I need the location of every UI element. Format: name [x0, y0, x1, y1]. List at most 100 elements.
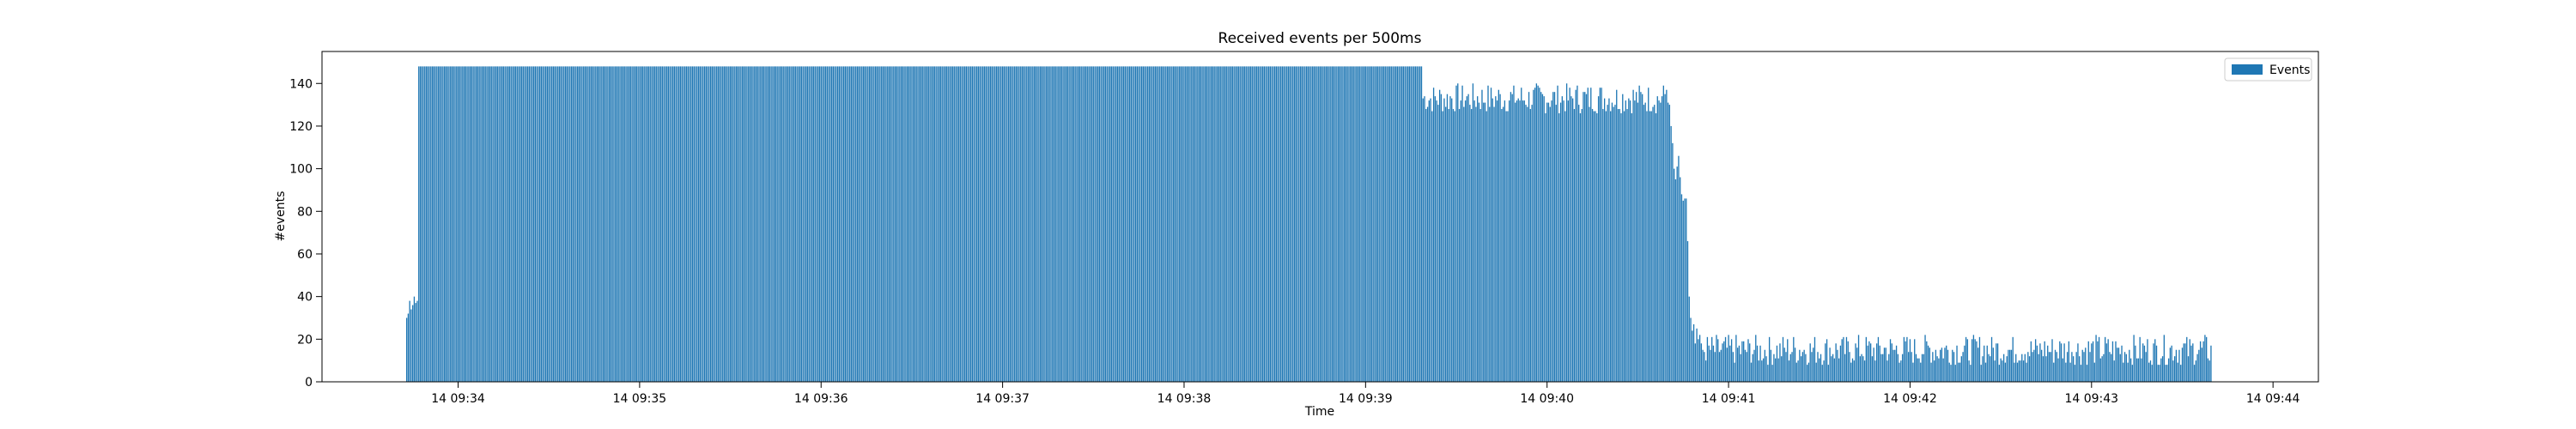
- bar: [1136, 66, 1139, 382]
- bar: [2050, 352, 2051, 382]
- bar: [1750, 362, 1753, 382]
- bar: [2163, 335, 2165, 382]
- bar: [2125, 353, 2127, 382]
- bar: [1116, 66, 1119, 382]
- bar: [775, 66, 777, 382]
- bar: [1114, 66, 1115, 382]
- bar: [1418, 66, 1419, 382]
- bar: [1596, 113, 1598, 382]
- bar: [2091, 343, 2093, 382]
- bar: [1360, 66, 1362, 382]
- bar: [817, 66, 819, 382]
- bar: [520, 66, 523, 382]
- bar: [748, 66, 750, 382]
- bar: [1820, 353, 1822, 382]
- bar: [589, 66, 591, 382]
- bar: [1225, 66, 1227, 382]
- bar: [647, 66, 650, 382]
- bar: [1198, 66, 1200, 382]
- bar: [1994, 360, 1996, 382]
- bar: [2002, 353, 2005, 382]
- bar: [1080, 66, 1082, 382]
- bar: [876, 66, 878, 382]
- bar: [641, 66, 644, 382]
- bar: [665, 66, 668, 382]
- bar: [500, 66, 501, 382]
- bar: [1432, 88, 1435, 382]
- bar: [1337, 66, 1340, 382]
- bar: [1259, 66, 1261, 382]
- bar: [1805, 353, 1807, 382]
- bar: [2169, 347, 2172, 382]
- bar: [1940, 349, 1941, 382]
- bar: [823, 66, 825, 382]
- bar: [1649, 111, 1651, 383]
- bar: [1124, 66, 1126, 382]
- bar: [453, 66, 454, 382]
- bar: [858, 66, 860, 382]
- bar: [1312, 66, 1314, 382]
- bar: [1575, 89, 1577, 383]
- bar: [1277, 66, 1279, 382]
- bar: [1408, 66, 1411, 382]
- bar: [1744, 349, 1747, 382]
- bar: [1054, 66, 1056, 382]
- bar: [1378, 66, 1380, 382]
- bar: [462, 66, 464, 382]
- bar: [2187, 356, 2190, 382]
- bar: [1988, 353, 1990, 382]
- bar: [1650, 111, 1652, 383]
- bar: [988, 66, 990, 382]
- bar: [696, 66, 698, 382]
- bar: [1366, 66, 1368, 382]
- bar: [1654, 105, 1656, 382]
- bar: [1350, 66, 1352, 382]
- bar: [1761, 360, 1763, 382]
- bar: [2113, 360, 2115, 382]
- bar: [1159, 66, 1161, 382]
- bar: [1461, 85, 1463, 383]
- bar: [1680, 194, 1683, 382]
- bar: [587, 66, 589, 382]
- bar: [1183, 66, 1185, 382]
- bar: [1151, 66, 1153, 382]
- bar: [1811, 352, 1813, 382]
- bar: [538, 66, 541, 382]
- bar: [1894, 349, 1896, 382]
- bar: [799, 66, 801, 382]
- bar: [1449, 96, 1451, 382]
- bar: [784, 66, 786, 382]
- bar: [781, 66, 783, 382]
- bar: [939, 66, 942, 382]
- bar: [1666, 89, 1668, 383]
- bar: [548, 66, 550, 382]
- bar: [613, 66, 615, 382]
- bar: [442, 66, 444, 382]
- bar: [2073, 356, 2075, 382]
- bar: [979, 66, 981, 382]
- bar: [1559, 102, 1562, 383]
- bar: [884, 66, 885, 382]
- bar: [569, 66, 571, 382]
- bar: [921, 66, 923, 382]
- bar: [720, 66, 722, 382]
- bar: [913, 66, 914, 382]
- bar: [1962, 352, 1964, 382]
- bar: [1172, 66, 1175, 382]
- bar: [1316, 66, 1318, 382]
- bar: [2059, 341, 2061, 382]
- bar: [1014, 66, 1016, 382]
- bar: [1092, 66, 1094, 382]
- bar: [2099, 358, 2102, 382]
- bar: [504, 66, 506, 382]
- bar: [1859, 356, 1861, 382]
- bar: [2054, 349, 2057, 382]
- bar: [1215, 66, 1217, 382]
- bar: [1012, 66, 1014, 382]
- bar: [637, 66, 639, 382]
- bar: [1926, 341, 1928, 382]
- bar: [1229, 66, 1230, 382]
- bar: [982, 66, 984, 382]
- bar: [1231, 66, 1233, 382]
- bar: [909, 66, 911, 382]
